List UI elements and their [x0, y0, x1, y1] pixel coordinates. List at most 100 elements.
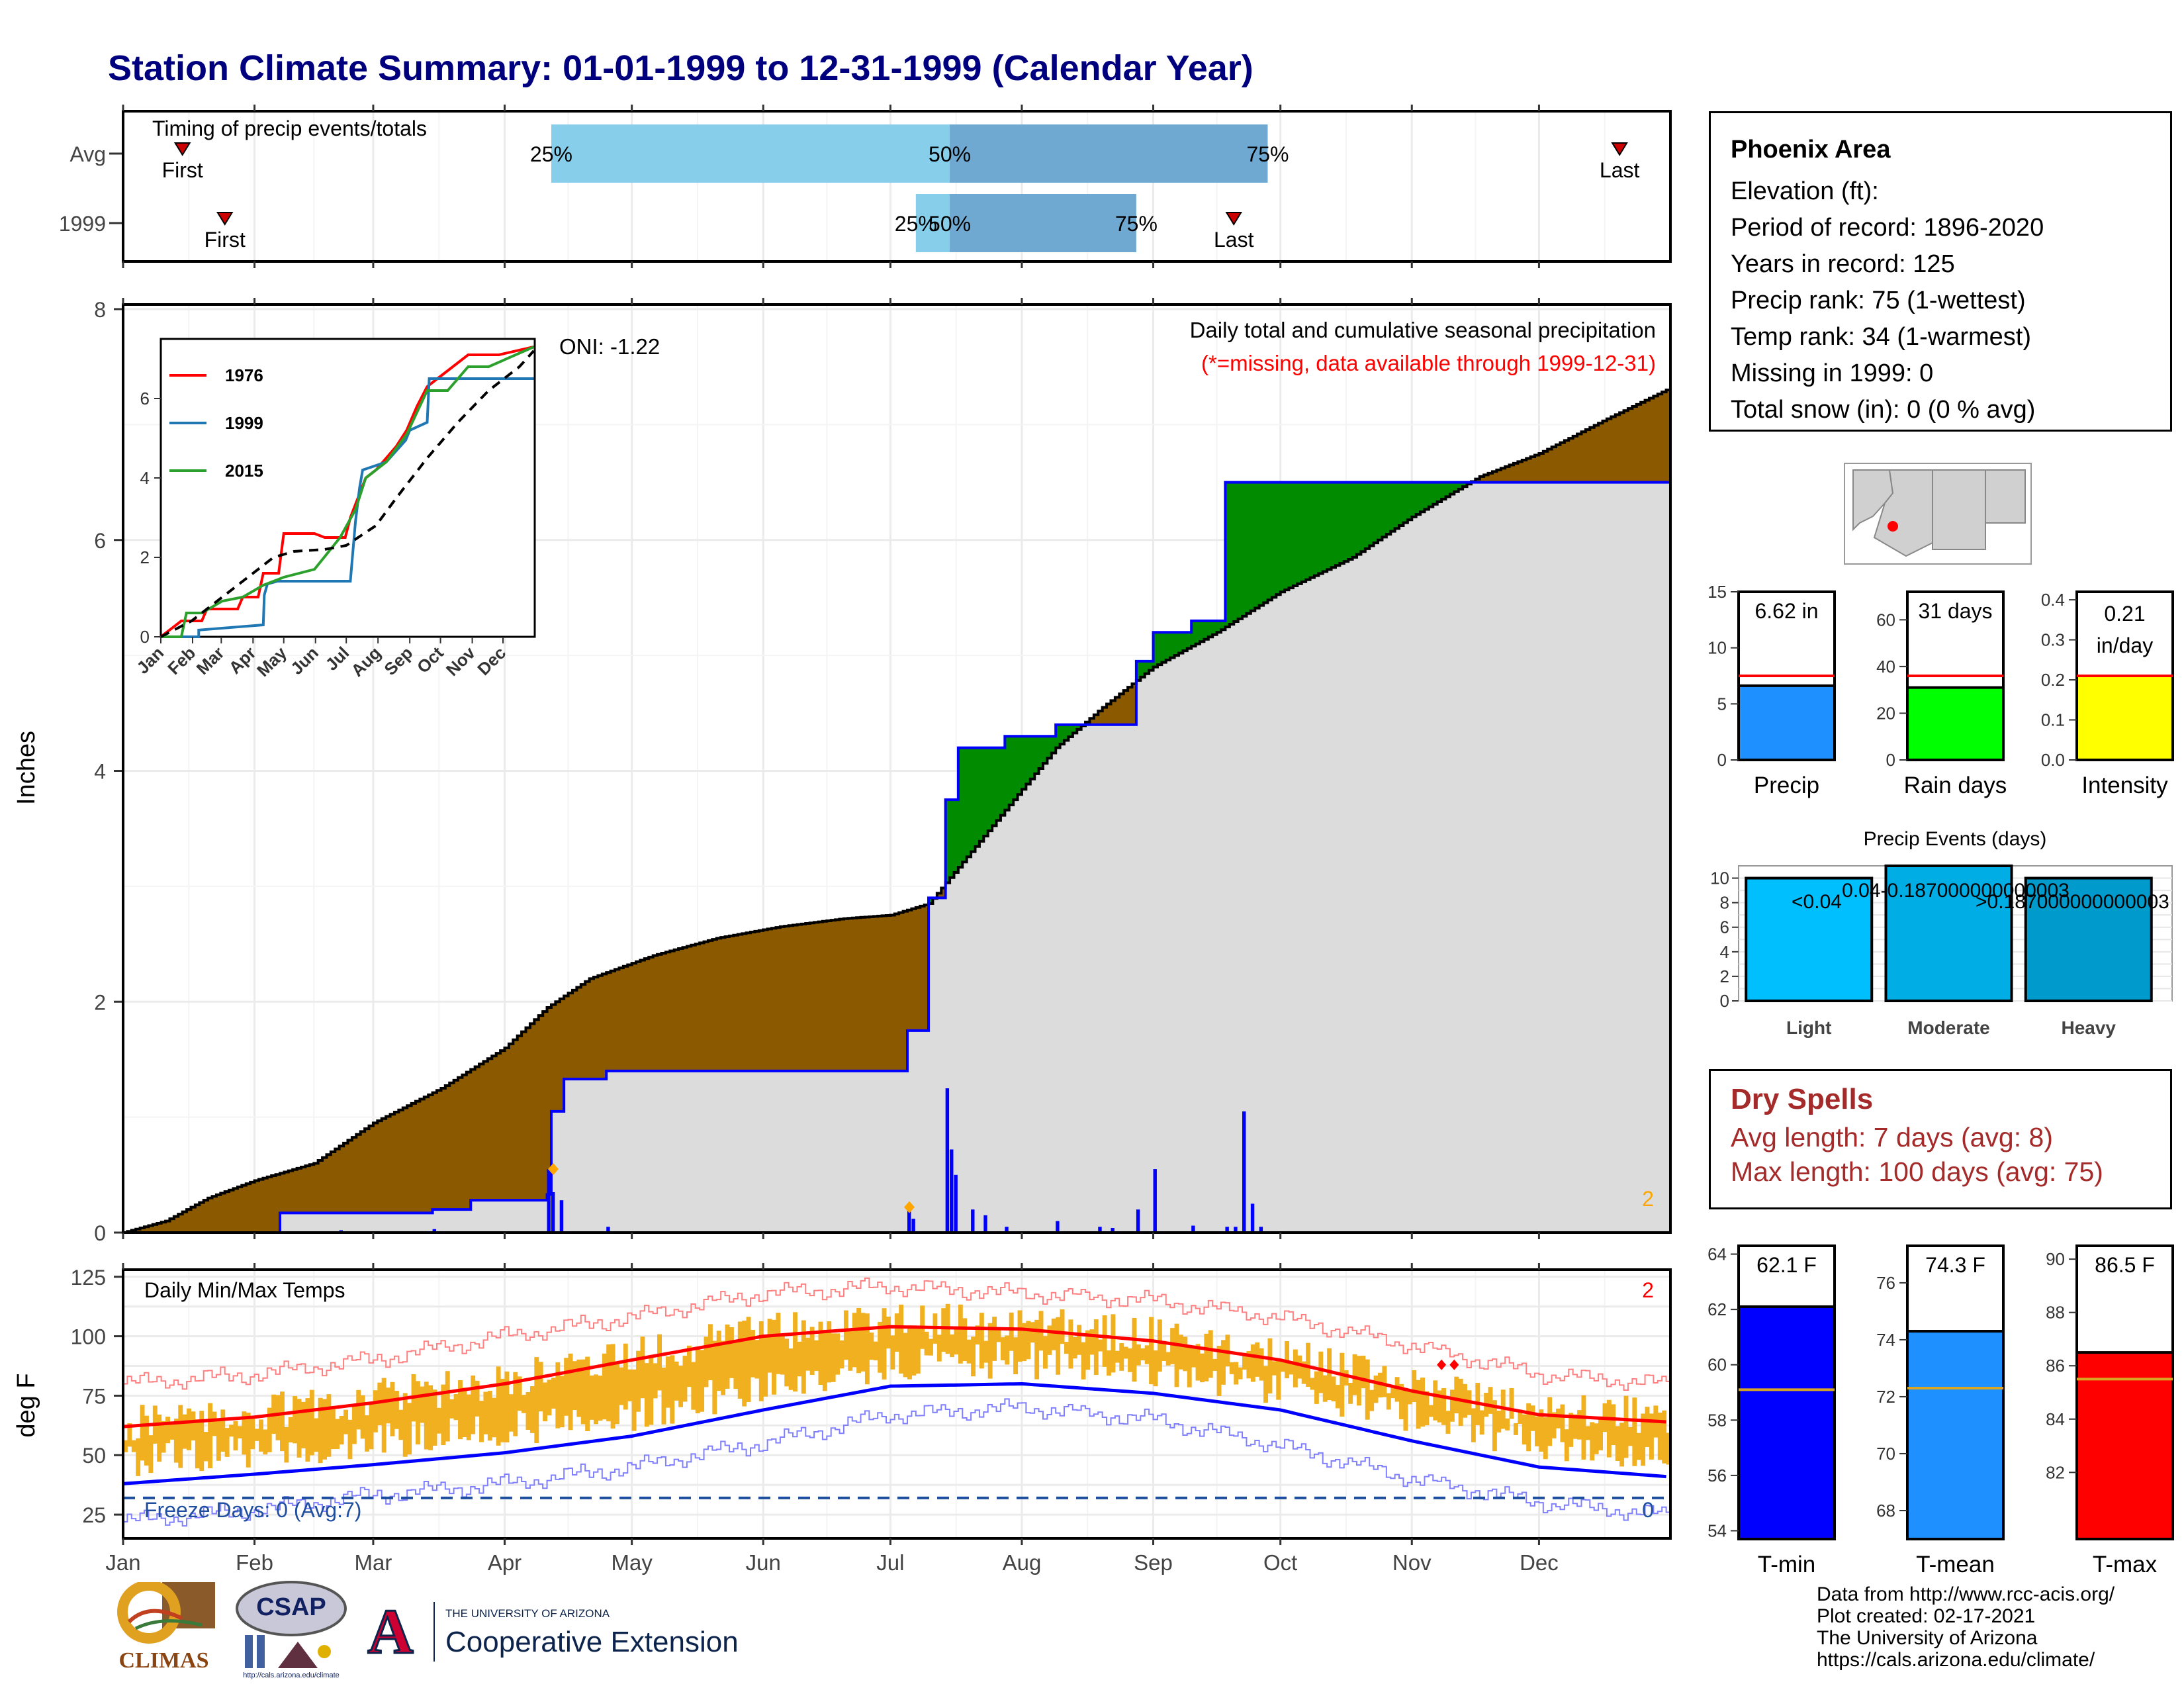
daily-temp-bar	[407, 1403, 412, 1455]
dry-spells-avg: Avg length: 7 days (avg: 8)	[1731, 1122, 2053, 1152]
inset-lines	[159, 346, 535, 638]
daily-temp-bar	[878, 1321, 883, 1373]
daily-temp-bar	[729, 1327, 734, 1378]
record-marker	[1437, 1359, 1447, 1370]
precip-missing-count: 2	[1642, 1187, 1654, 1211]
y-tick-label: 4	[94, 760, 106, 784]
inset-x-tick-label: Mar	[193, 643, 228, 679]
precip-total-panel-y-tick-label: 15	[1707, 582, 1727, 602]
station-name: Phoenix Area	[1731, 136, 1891, 164]
daily-temp-bar	[911, 1327, 917, 1376]
daily-temp-bar	[415, 1381, 420, 1445]
daily-temp-bar	[1221, 1340, 1226, 1385]
daily-temp-bar	[173, 1419, 179, 1463]
daily-temp-bar	[1492, 1400, 1497, 1452]
station-elevation: Elevation (ft):	[1731, 177, 1879, 205]
daily-temp-bar	[1191, 1346, 1197, 1368]
daily-temp-bar	[992, 1317, 997, 1361]
rain-days-panel-y-tick-label: 0	[1886, 750, 1895, 770]
daily-precip-bar	[1136, 1209, 1140, 1233]
daily-temp-bar	[288, 1417, 293, 1442]
freeze-days-label: Freeze Days: 0 (Avg:7)	[144, 1498, 361, 1522]
daily-temp-bar	[1619, 1423, 1625, 1467]
rain-days-panel-y-tick-label: 20	[1876, 703, 1895, 723]
temp-axes: 25 50 75 100 125 deg F	[13, 1266, 123, 1527]
daily-temp-bar	[776, 1313, 781, 1374]
daily-temp-bar	[670, 1355, 675, 1424]
daily-temp-bar	[508, 1394, 514, 1432]
tmax-panel-bar	[2075, 1351, 2174, 1541]
inset-y-tick-label: 4	[140, 468, 150, 488]
daily-temp-bar	[187, 1408, 191, 1450]
daily-temp-bar	[1623, 1395, 1629, 1458]
precip-events-title: Precip Events (days)	[1864, 828, 2047, 850]
timing-p75-label: 75%	[1115, 212, 1158, 236]
daily-temp-bar	[136, 1438, 141, 1476]
daily-precip-bar	[971, 1209, 975, 1233]
csap-logo: CSAP http://cals.arizona.edu/climate	[232, 1579, 351, 1685]
daily-temp-bar	[191, 1411, 196, 1441]
daily-temp-bar	[365, 1415, 370, 1452]
daily-temp-bar	[758, 1321, 764, 1401]
daily-temp-bar	[1598, 1416, 1604, 1450]
station-info-box: Phoenix Area Elevation (ft): Period of r…	[1709, 111, 2172, 432]
daily-temp-bar	[322, 1399, 327, 1460]
daily-temp-bar	[606, 1344, 612, 1422]
daily-temp-bar	[1153, 1350, 1158, 1387]
month-tick-label: Mar	[355, 1550, 392, 1575]
daily-temp-bar	[1513, 1423, 1518, 1435]
daily-temp-bar	[1382, 1366, 1387, 1397]
legend-label: 2015	[225, 461, 263, 481]
daily-temp-bars	[123, 1303, 1671, 1476]
dry-spells-box: Dry Spells Avg length: 7 days (avg: 8) M…	[1709, 1069, 2172, 1209]
daily-temp-bar	[915, 1329, 921, 1374]
precip-areas	[123, 389, 1670, 1234]
month-tick-label: Apr	[488, 1550, 522, 1575]
daily-temp-bar	[525, 1391, 531, 1430]
tmax-panel-y-tick-label: 86	[2046, 1356, 2065, 1376]
daily-temp-bar	[445, 1371, 450, 1442]
daily-temp-bar	[754, 1340, 760, 1379]
rain-days-panel-y-tick-label: 40	[1876, 657, 1895, 677]
tmean-panel-axis-label: T-mean	[1916, 1552, 1995, 1577]
daily-temp-bar	[1365, 1359, 1370, 1420]
daily-temp-bar	[1056, 1317, 1061, 1375]
inset-series-2015	[161, 346, 535, 638]
daily-temp-bar	[1649, 1413, 1654, 1460]
rain-days-panel-y-tick-label: 60	[1876, 610, 1895, 630]
daily-temp-bar	[1564, 1429, 1569, 1462]
avg-min-line	[122, 1382, 1666, 1485]
legend-label: 1976	[225, 365, 263, 385]
daily-temp-bar	[1098, 1339, 1103, 1352]
daily-temp-bar	[1572, 1414, 1578, 1439]
credit-org: The University of Arizona	[1817, 1627, 2038, 1649]
events-bar-heavy	[2024, 876, 2153, 1002]
daily-temp-bar	[326, 1394, 332, 1457]
daily-temp-bar	[1174, 1323, 1179, 1387]
daily-temp-bar	[1123, 1346, 1128, 1359]
inset-x-tick-label: Feb	[163, 643, 199, 679]
daily-temp-bar	[1060, 1309, 1065, 1344]
daily-temp-bar	[983, 1340, 989, 1363]
daily-temp-bar	[831, 1333, 836, 1382]
daily-temp-bar	[432, 1389, 437, 1446]
daily-temp-bar	[809, 1327, 815, 1375]
y-tick-label: 50	[82, 1444, 106, 1468]
daily-temp-bar	[996, 1327, 1001, 1342]
daily-temp-bar	[615, 1364, 619, 1425]
y-tick-label: 25	[82, 1503, 106, 1527]
daily-temp-bar	[471, 1375, 476, 1434]
credit-source: Data from http://www.rcc-acis.org/	[1817, 1583, 2115, 1605]
inset-series-1999	[161, 377, 534, 638]
rain-days-panel: 0 20 40 60 31 days Rain days	[1876, 590, 2007, 798]
daily-precip-bar	[1005, 1227, 1009, 1233]
daily-temp-bar	[1412, 1370, 1417, 1402]
daily-temp-bar	[224, 1428, 230, 1457]
daily-temp-bar	[1581, 1395, 1586, 1460]
station-years: Years in record: 125	[1731, 250, 1955, 278]
timing-p25-label: 25%	[530, 142, 572, 166]
precip-total-panel: 0 5 10 15 6.62 in Precip	[1707, 582, 1836, 798]
credit-date: Plot created: 02-17-2021	[1817, 1605, 2036, 1627]
y-tick-label: 0	[94, 1221, 106, 1245]
daily-temp-bar	[907, 1327, 912, 1380]
